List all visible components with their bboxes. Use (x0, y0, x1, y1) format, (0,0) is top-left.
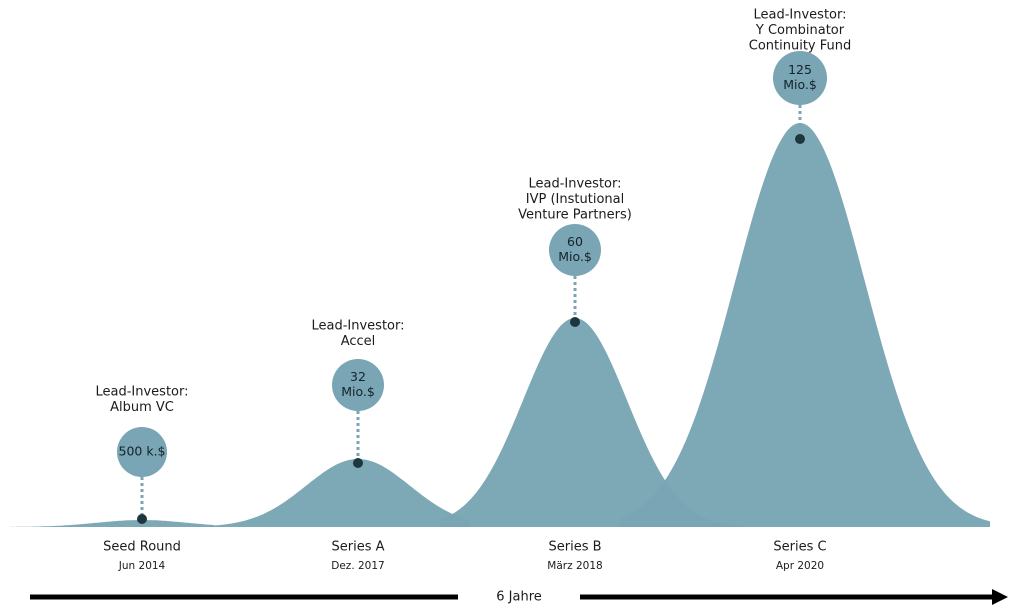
peak-dot (137, 514, 147, 524)
amount-bubble (549, 224, 601, 276)
amount-label: 500 k.$ (119, 444, 166, 459)
amount-bubble (332, 359, 384, 411)
round-name: Series B (548, 540, 601, 555)
timeline-arrowhead (992, 589, 1008, 605)
amount-label: Mio.$ (341, 384, 375, 399)
investor-label: Venture Partners) (518, 208, 632, 223)
investor-label: Y Combinator (755, 23, 845, 38)
investor-label: Lead-Investor: (753, 8, 846, 23)
amount-label: 32 (350, 369, 366, 384)
duration-label: 6 Jahre (496, 590, 542, 605)
peak-dot (353, 458, 363, 468)
investor-label: Continuity Fund (749, 39, 852, 54)
amount-bubble (117, 427, 167, 477)
investor-label: Lead-Investor: (311, 319, 404, 334)
investor-label: IVP (Instutional (526, 192, 624, 207)
mountains (10, 123, 990, 527)
investor-label: Album VC (110, 400, 174, 415)
round-name: Seed Round (103, 540, 181, 555)
investor-label: Accel (341, 334, 376, 349)
amount-bubble (773, 51, 827, 105)
round-date: Apr 2020 (776, 560, 824, 572)
investor-label: Lead-Investor: (528, 177, 621, 192)
peak-dot (795, 134, 805, 144)
amount-label: Mio.$ (558, 249, 592, 264)
amount-label: 125 (788, 62, 812, 77)
mountain (440, 318, 740, 527)
round-date: März 2018 (547, 560, 602, 572)
amount-label: Mio.$ (783, 77, 817, 92)
mountain (620, 123, 990, 527)
mountain (205, 459, 470, 527)
investor-label: Lead-Investor: (95, 385, 188, 400)
round-date: Jun 2014 (118, 560, 166, 572)
mountain (10, 520, 215, 527)
round-name: Series A (331, 540, 384, 555)
peak-dot (570, 317, 580, 327)
amount-label: 60 (567, 234, 583, 249)
round-name: Series C (773, 540, 826, 555)
round-date: Dez. 2017 (331, 560, 384, 572)
